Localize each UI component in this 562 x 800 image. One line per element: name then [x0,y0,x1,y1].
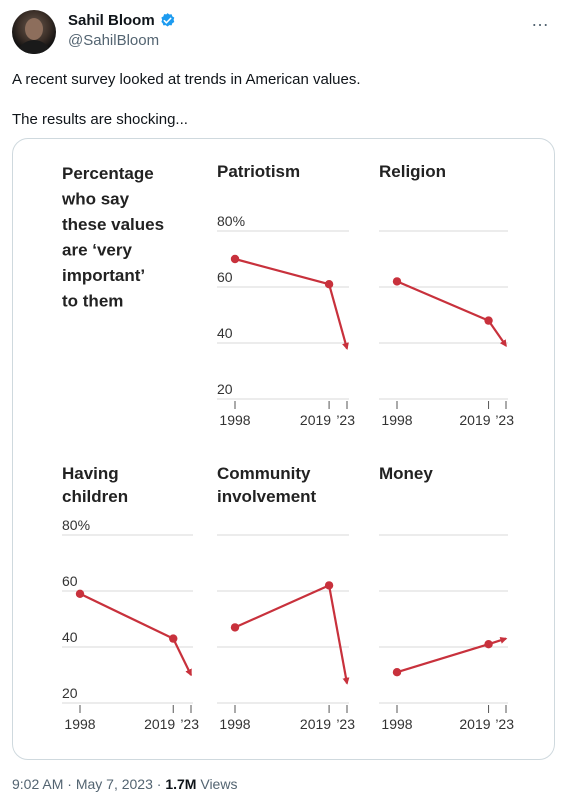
y-tick-label: 60 [217,269,233,285]
small-multiples-chart: Percentage who say these values are ‘very im… [61,162,514,732]
x-tick-label: 2019 [459,716,490,732]
x-tick-label: ’23 [336,716,355,732]
tweet-meta: 9:02 AM · May 7, 2023 · 1.7M Views [12,776,237,792]
x-tick-label: ’23 [495,716,514,732]
views-count: 1.7M [165,776,197,792]
author-name[interactable]: Sahil Bloom [68,12,155,29]
tweet-time[interactable]: 9:02 AM [12,776,64,792]
data-point [75,589,85,598]
author-row: Sahil Bloom [68,12,176,29]
x-tick-label: ’23 [180,716,199,732]
intro-text-line: who say [61,190,130,209]
chart-image-card[interactable]: Percentage who say these values are ‘very im… [12,138,555,760]
panel-title: Money [379,464,433,483]
intro-text-line: important’ [62,266,145,285]
series-arrow-segment [328,283,349,350]
series-arrow-segment [327,585,350,685]
x-tick-label: 2019 [144,716,175,732]
series-segment [234,584,330,629]
intro-text-line: are ‘very [62,241,132,260]
tweet-text: A recent survey looked at trends in Amer… [12,70,552,150]
tweet-line-2: The results are shocking... [12,111,188,128]
panel-title: Religion [379,162,446,181]
avatar-shoulders [16,40,52,54]
y-tick-label: 20 [62,685,78,701]
data-point [484,640,493,649]
series-arrow-segment [487,319,507,347]
more-options-icon[interactable]: … [531,10,550,30]
panel-title: Community [217,464,311,483]
avatar[interactable] [12,10,56,54]
views-label: Views [200,776,238,792]
y-tick-label: 40 [217,325,233,341]
x-tick-label: 2019 [300,716,331,732]
panel-title: involvement [217,487,317,506]
intro-text-line: these values [62,215,164,234]
data-point [324,581,334,590]
series-segment [79,592,174,640]
author-handle[interactable]: @SahilBloom [68,32,160,49]
data-point [392,277,402,286]
series-segment [396,280,489,322]
panel-title: children [62,487,128,506]
verified-badge-icon [161,13,174,27]
tweet-date[interactable]: May 7, 2023 [75,776,153,792]
x-tick-label: 1998 [219,412,250,428]
intro-text-line: Percentage [62,164,154,183]
panel-title: Having [62,464,119,483]
avatar-face [25,18,43,40]
data-point [484,316,493,325]
intro-text-line: to them [62,292,123,311]
y-tick-label: 60 [62,573,78,589]
data-point [169,634,178,643]
y-tick-label: 80% [217,213,245,229]
data-point [230,623,240,632]
x-tick-label: 1998 [219,716,250,732]
y-tick-label: 80% [62,517,90,533]
series-arrow-segment [172,638,192,677]
tweet-line-1: A recent survey looked at trends in Amer… [12,71,361,88]
data-point [324,280,334,289]
series-segment [234,257,330,286]
panel-title: Patriotism [217,162,300,181]
series-segment [396,643,489,674]
x-tick-label: ’23 [495,412,514,428]
x-tick-label: 2019 [300,412,331,428]
meta-separator: · [67,776,72,792]
data-point [392,668,402,677]
y-tick-label: 40 [62,629,78,645]
x-tick-label: 1998 [381,412,412,428]
x-tick-label: 1998 [64,716,95,732]
x-tick-label: ’23 [336,412,355,428]
data-point [230,254,240,264]
x-tick-label: 2019 [459,412,490,428]
y-tick-label: 20 [217,381,233,397]
meta-separator: · [156,776,162,792]
x-tick-label: 1998 [381,716,412,732]
